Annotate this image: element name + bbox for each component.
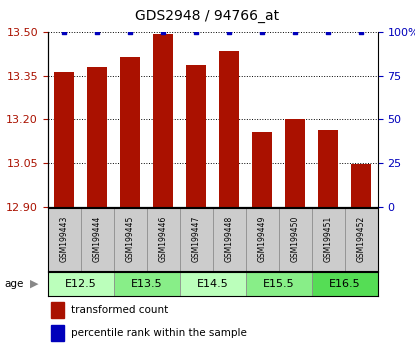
Text: E14.5: E14.5 — [197, 279, 229, 289]
Bar — [285, 119, 305, 207]
Bar — [246, 208, 279, 271]
Bar — [318, 130, 338, 207]
Text: GSM199450: GSM199450 — [290, 216, 300, 263]
Point — [358, 29, 364, 35]
Bar — [312, 272, 378, 296]
Bar — [246, 272, 312, 296]
Point — [325, 29, 332, 35]
Text: E15.5: E15.5 — [263, 279, 295, 289]
Bar — [51, 325, 64, 341]
Text: GSM199448: GSM199448 — [225, 216, 234, 262]
Point — [160, 29, 166, 35]
Text: GSM199443: GSM199443 — [60, 216, 69, 263]
Point — [193, 29, 200, 35]
Bar — [147, 208, 180, 271]
Bar — [180, 208, 213, 271]
Bar — [48, 208, 81, 271]
Bar — [312, 208, 345, 271]
Bar — [213, 208, 246, 271]
Point — [127, 29, 134, 35]
Text: GSM199449: GSM199449 — [258, 216, 267, 263]
Text: GSM199445: GSM199445 — [126, 216, 135, 263]
Point — [226, 29, 232, 35]
Point — [61, 29, 68, 35]
Bar — [279, 208, 312, 271]
Bar — [114, 272, 180, 296]
Bar — [345, 208, 378, 271]
Bar — [252, 132, 272, 207]
Point — [292, 29, 298, 35]
Text: GSM199446: GSM199446 — [159, 216, 168, 263]
Point — [259, 29, 266, 35]
Text: GSM199447: GSM199447 — [192, 216, 201, 263]
Bar — [48, 272, 114, 296]
Bar — [87, 68, 107, 207]
Text: age: age — [4, 279, 24, 289]
Text: percentile rank within the sample: percentile rank within the sample — [71, 328, 247, 338]
Text: GSM199451: GSM199451 — [324, 216, 333, 262]
Text: transformed count: transformed count — [71, 305, 168, 315]
Text: E13.5: E13.5 — [131, 279, 163, 289]
Bar — [186, 65, 206, 207]
Text: E12.5: E12.5 — [65, 279, 97, 289]
Text: GSM199452: GSM199452 — [356, 216, 366, 262]
Bar — [153, 34, 173, 207]
Bar — [351, 164, 371, 207]
Bar — [114, 208, 147, 271]
Text: E16.5: E16.5 — [329, 279, 361, 289]
Bar — [54, 72, 74, 207]
Bar — [51, 302, 64, 318]
Text: GSM199444: GSM199444 — [93, 216, 102, 263]
Bar — [81, 208, 114, 271]
Bar — [120, 57, 140, 207]
Text: GDS2948 / 94766_at: GDS2948 / 94766_at — [135, 9, 280, 23]
Bar — [219, 51, 239, 207]
Text: ▶: ▶ — [30, 279, 38, 289]
Bar — [180, 272, 246, 296]
Point — [94, 29, 100, 35]
